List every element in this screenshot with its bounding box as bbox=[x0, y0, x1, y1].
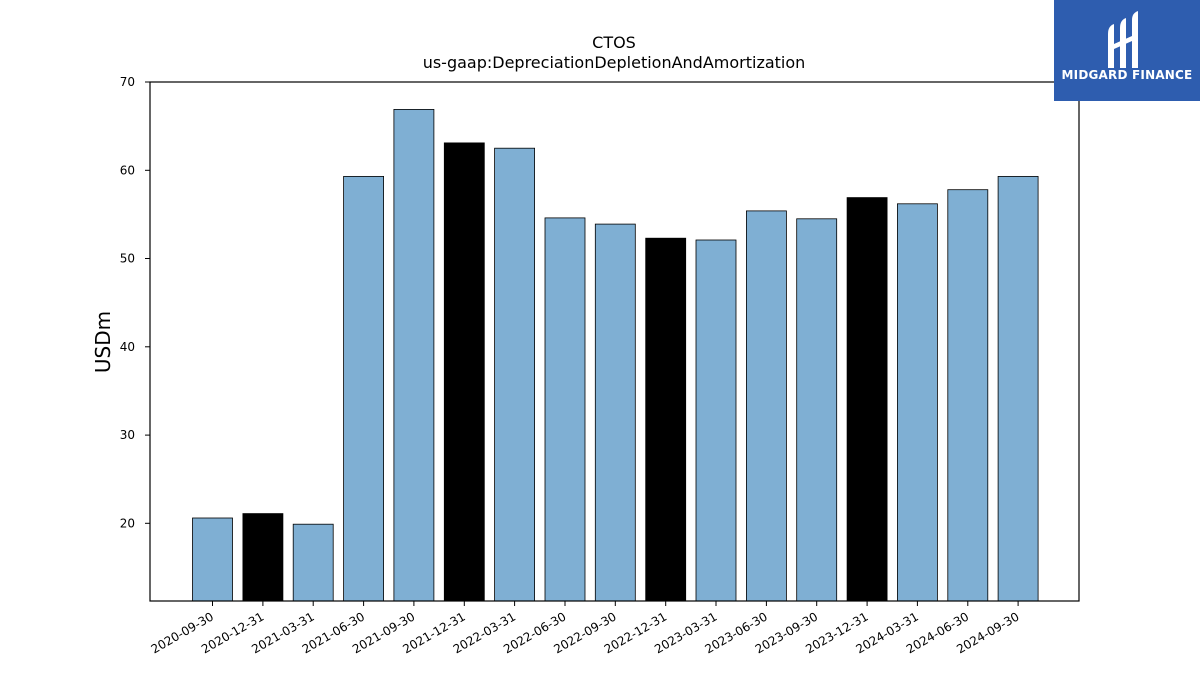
midgard-finance-logo: MIDGARD FINANCE bbox=[1054, 0, 1200, 101]
chart-subtitle: us-gaap:DepreciationDepletionAndAmortiza… bbox=[423, 53, 806, 72]
y-tick-label: 30 bbox=[120, 428, 135, 442]
bar-2023-03-31 bbox=[695, 239, 737, 602]
bar-2023-09-30 bbox=[796, 218, 838, 602]
bar-2023-06-30 bbox=[746, 210, 787, 602]
y-tick-label: 50 bbox=[120, 252, 135, 266]
logo-text: MIDGARD FINANCE bbox=[1061, 68, 1193, 82]
bar-2024-03-31 bbox=[897, 203, 938, 602]
bar-2021-12-31 bbox=[443, 142, 485, 602]
bar-2022-09-30 bbox=[594, 223, 636, 602]
bar-2024-06-30 bbox=[947, 189, 989, 602]
bar-2022-06-30 bbox=[544, 217, 586, 602]
bar-2020-12-31 bbox=[242, 513, 284, 602]
bar-2024-09-30 bbox=[997, 175, 1039, 602]
y-tick-label: 20 bbox=[120, 516, 135, 530]
bar-2021-09-30 bbox=[393, 109, 435, 602]
y-tick-label: 70 bbox=[120, 75, 135, 89]
plot-frame bbox=[149, 81, 1080, 602]
chart-title: CTOS bbox=[592, 33, 636, 52]
bar-2022-12-31 bbox=[645, 237, 687, 602]
bar-2021-03-31 bbox=[292, 523, 334, 602]
bar-2021-06-30 bbox=[343, 175, 385, 602]
y-tick-label: 40 bbox=[120, 340, 135, 354]
bar-2022-03-31 bbox=[494, 147, 536, 602]
bar-2020-09-30 bbox=[192, 517, 233, 602]
y-tick-label: 60 bbox=[120, 163, 135, 177]
bars-group bbox=[192, 109, 1039, 602]
y-axis-label: USDm bbox=[91, 311, 115, 373]
bar-2023-12-31 bbox=[846, 197, 888, 602]
midgard-logo-icon bbox=[1108, 11, 1138, 68]
